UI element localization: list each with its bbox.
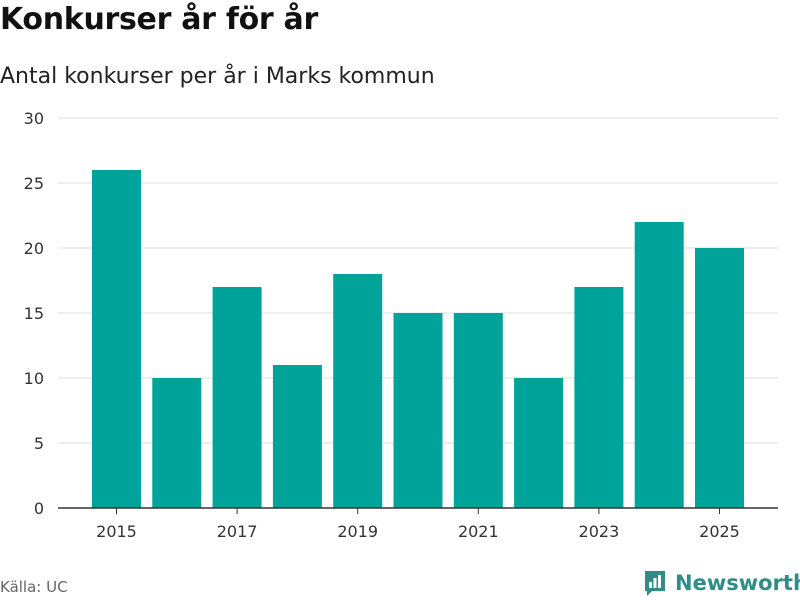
- bar-2017: [212, 287, 262, 508]
- bar-2024: [634, 222, 684, 508]
- brand-name: Newsworthy: [675, 571, 800, 595]
- y-tick-label: 0: [34, 499, 44, 518]
- bar-2025: [695, 248, 744, 508]
- bar-2021: [453, 313, 503, 508]
- bars: [92, 170, 744, 508]
- y-tick-label: 30: [24, 109, 44, 128]
- y-tick-label: 10: [24, 369, 44, 388]
- y-tick-label: 15: [24, 304, 44, 323]
- bar-2016: [152, 378, 202, 508]
- x-tick-label: 2025: [699, 522, 740, 541]
- bar-2018: [272, 365, 322, 508]
- bar-2015: [92, 170, 141, 508]
- y-tick-label: 5: [34, 434, 44, 453]
- x-tick-label: 2017: [217, 522, 258, 541]
- x-tick-label: 2019: [337, 522, 378, 541]
- x-tick-label: 2015: [96, 522, 137, 541]
- y-tick-label: 20: [24, 239, 44, 258]
- source-note: Källa: UC: [0, 578, 68, 596]
- x-tick-label: 2023: [579, 522, 620, 541]
- bar-2023: [574, 287, 624, 508]
- x-tick-label: 2021: [458, 522, 499, 541]
- brand-logo: Newsworthy: [643, 569, 800, 597]
- chart-title: Konkurser år för år: [0, 2, 318, 37]
- y-tick-label: 25: [24, 174, 44, 193]
- chart-subtitle: Antal konkurser per år i Marks kommun: [0, 64, 435, 89]
- bar-2020: [393, 313, 443, 508]
- bar-2022: [514, 378, 564, 508]
- bar-2019: [333, 274, 383, 508]
- newsworthy-logo-icon: [645, 571, 665, 596]
